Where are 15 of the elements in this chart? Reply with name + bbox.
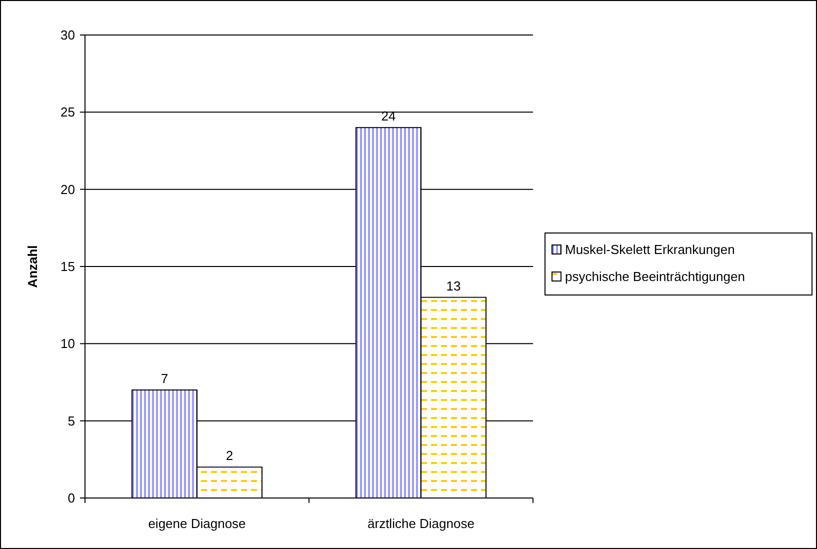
y-tick-label: 15 — [60, 259, 75, 274]
x-tick-label: ärztliche Diagnose — [368, 516, 474, 531]
y-tick-label: 10 — [60, 336, 75, 352]
y-tick-label: 25 — [60, 104, 75, 120]
y-tick-label: 20 — [60, 182, 75, 197]
data-label: 13 — [446, 278, 461, 294]
y-tick-label: 5 — [68, 413, 75, 428]
legend-label: Muskel-Skelett Erkrankungen — [565, 242, 735, 257]
y-tick-label: 0 — [68, 490, 75, 506]
x-tick-label: eigene Diagnose — [148, 516, 246, 531]
y-axis-title: Anzahl — [25, 245, 40, 288]
legend-label: psychische Beeinträchtigungen — [565, 269, 745, 284]
data-label: 7 — [160, 370, 168, 386]
data-label: 2 — [226, 448, 234, 464]
y-tick-label: 30 — [60, 28, 75, 42]
